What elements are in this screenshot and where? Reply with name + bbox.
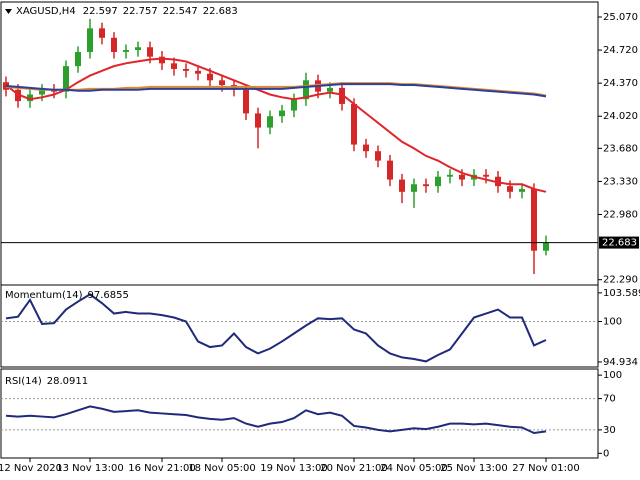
candle-body bbox=[327, 87, 333, 92]
indicator-value: 28.0911 bbox=[47, 376, 88, 387]
indicator-title: RSI(14) bbox=[5, 376, 42, 387]
y-tick-label: 23.680 bbox=[603, 143, 638, 154]
x-tick-label: 19 Nov 13:00 bbox=[260, 463, 327, 474]
candle-body bbox=[123, 50, 129, 52]
candle-body bbox=[351, 103, 357, 145]
x-tick-label: 16 Nov 21:00 bbox=[128, 463, 195, 474]
y-tick-label: 25.070 bbox=[603, 12, 638, 23]
candle-body bbox=[531, 188, 537, 251]
moving-average bbox=[5, 83, 547, 98]
candle-body bbox=[39, 89, 45, 95]
momentum-header: Momentum(14) 97.6855 bbox=[5, 290, 129, 301]
open: 22.597 bbox=[83, 6, 118, 17]
candle-body bbox=[483, 174, 489, 177]
menu-arrow[interactable] bbox=[5, 9, 12, 14]
price-box bbox=[599, 236, 639, 249]
price-label: 22.683 bbox=[602, 238, 637, 249]
candle-body bbox=[99, 28, 105, 38]
candle-body bbox=[195, 70, 201, 74]
low: 22.547 bbox=[163, 6, 198, 17]
candle-body bbox=[243, 89, 249, 114]
candle-body bbox=[147, 47, 153, 57]
candle-body bbox=[423, 184, 429, 187]
candle-body bbox=[519, 188, 525, 192]
candle-body bbox=[375, 151, 381, 161]
y-tick-label: 103.5897 bbox=[603, 288, 640, 299]
candle-body bbox=[27, 94, 33, 102]
candle-body bbox=[399, 179, 405, 192]
y-tick-label: 22.290 bbox=[603, 275, 638, 286]
candle-body bbox=[411, 184, 417, 192]
indicator-line bbox=[5, 405, 547, 435]
candle-body bbox=[543, 242, 549, 251]
candle-body bbox=[279, 110, 285, 117]
y-tick-label: 24.370 bbox=[603, 78, 638, 89]
x-tick-label: 24 Nov 05:00 bbox=[380, 463, 447, 474]
y-tick-label: 100 bbox=[603, 317, 622, 328]
panel-frame bbox=[0, 368, 599, 459]
x-tick-label: 12 Nov 2020 bbox=[0, 463, 62, 474]
panel-frame bbox=[0, 284, 599, 368]
candle-body bbox=[291, 99, 297, 111]
y-tick-label: 30 bbox=[603, 425, 616, 436]
indicator-value: 97.6855 bbox=[88, 290, 129, 301]
y-tick-label: 94.934 bbox=[603, 357, 638, 368]
candle-body bbox=[387, 160, 393, 180]
candle-body bbox=[219, 80, 225, 86]
y-tick-label: 24.720 bbox=[603, 45, 638, 56]
y-tick-label: 100 bbox=[603, 370, 622, 381]
candle-body bbox=[303, 80, 309, 100]
high: 22.757 bbox=[123, 6, 158, 17]
indicator-line bbox=[5, 293, 547, 363]
x-tick-label: 18 Nov 05:00 bbox=[188, 463, 255, 474]
indicator-title: Momentum(14) bbox=[5, 290, 83, 301]
symbol: XAGUSD,H4 bbox=[16, 6, 76, 17]
y-tick-label: 70 bbox=[603, 394, 616, 405]
candle-body bbox=[363, 144, 369, 152]
candle-body bbox=[459, 174, 465, 180]
x-tick-label: 25 Nov 13:00 bbox=[440, 463, 507, 474]
y-tick-label: 23.330 bbox=[603, 176, 638, 187]
x-tick-label: 13 Nov 13:00 bbox=[56, 463, 123, 474]
candle-body bbox=[207, 73, 213, 81]
candle-body bbox=[87, 28, 93, 52]
candle-body bbox=[111, 37, 117, 52]
candle-body bbox=[267, 116, 273, 128]
candle-body bbox=[339, 87, 345, 104]
y-tick-label: 24.020 bbox=[603, 111, 638, 122]
y-tick-label: 0 bbox=[603, 448, 609, 459]
candle-body bbox=[183, 68, 189, 71]
candle-body bbox=[507, 186, 513, 192]
x-tick-label: 20 Nov 21:00 bbox=[320, 463, 387, 474]
candle-body bbox=[435, 176, 441, 187]
candle-body bbox=[75, 51, 81, 67]
close: 22.683 bbox=[203, 6, 238, 17]
candle-body bbox=[447, 174, 453, 177]
candle-body bbox=[171, 63, 177, 69]
candle-body bbox=[159, 56, 165, 64]
header: XAGUSD,H4 22.597 22.757 22.547 22.683 bbox=[16, 6, 238, 17]
rsi-header: RSI(14) 28.0911 bbox=[5, 376, 88, 387]
candle-body bbox=[63, 66, 69, 92]
moving-average bbox=[5, 57, 547, 193]
x-tick-label: 27 Nov 01:00 bbox=[512, 463, 579, 474]
candle-body bbox=[255, 113, 261, 128]
candle-body bbox=[135, 47, 141, 51]
y-tick-label: 22.980 bbox=[603, 210, 638, 221]
